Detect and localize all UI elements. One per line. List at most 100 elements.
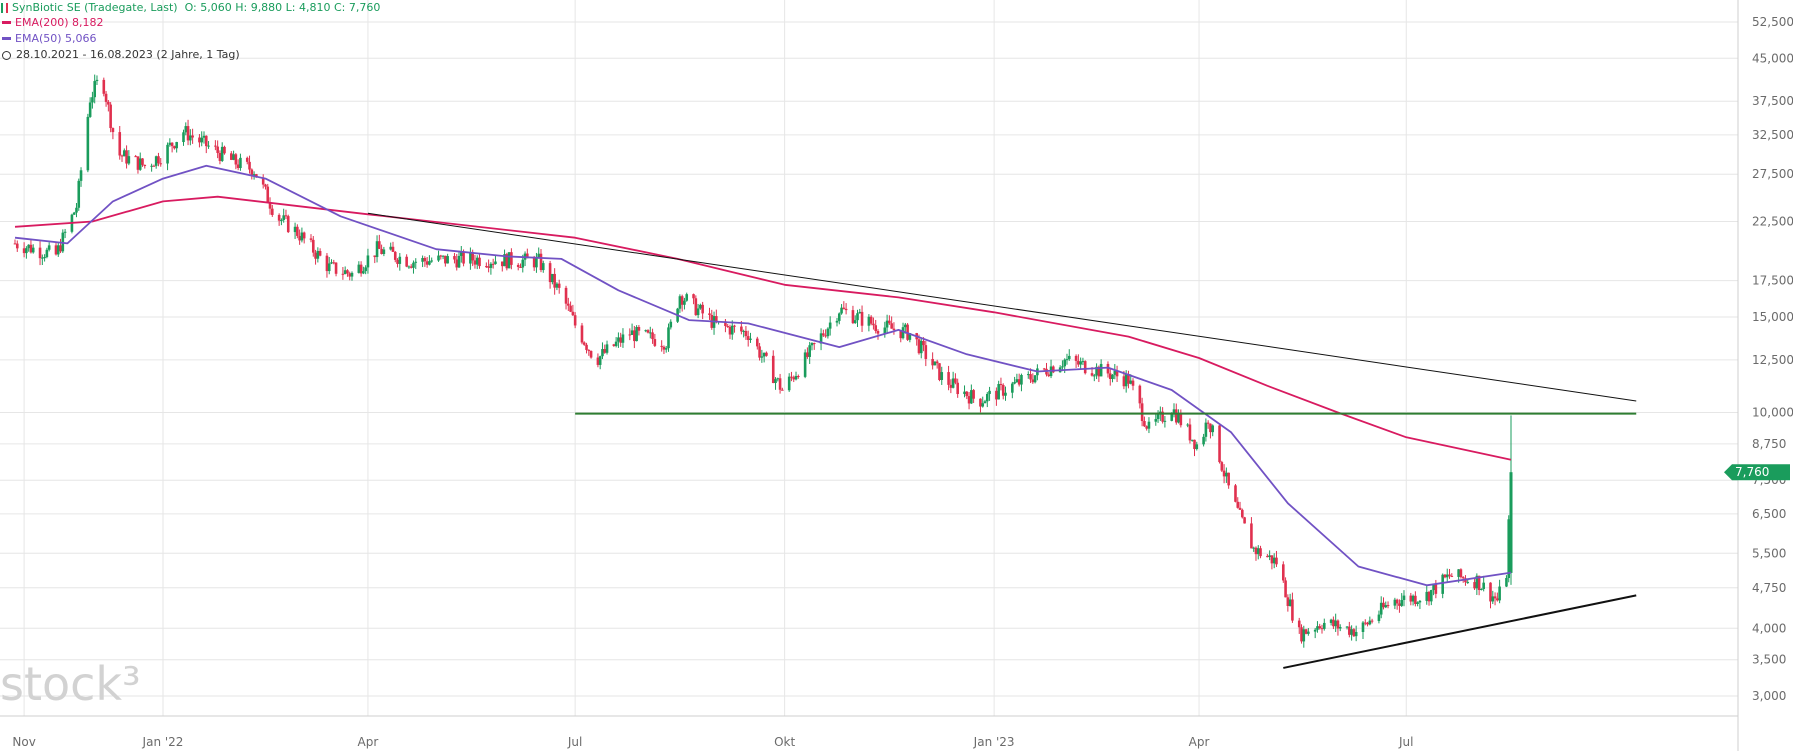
rising-support-trendline[interactable] (1283, 594, 1637, 669)
candle-body (348, 273, 352, 277)
candle-body (175, 142, 178, 149)
candle-body (917, 339, 921, 354)
candle-body (573, 315, 577, 326)
candle-body (109, 104, 112, 129)
candle-body (143, 164, 147, 167)
candle-body (1322, 622, 1326, 629)
candle-body (1220, 462, 1224, 471)
candle-body (1190, 439, 1194, 441)
candle-body (919, 340, 923, 354)
candle-body (441, 255, 445, 257)
candle-body (47, 245, 51, 250)
candle-body (1097, 366, 1101, 377)
candle-body (837, 313, 841, 321)
candle-body (1361, 622, 1365, 632)
candle-body (1172, 409, 1176, 415)
candle-body (635, 326, 638, 342)
candle-body (248, 161, 251, 170)
candle-body (1338, 626, 1342, 629)
candle-body (1291, 599, 1294, 621)
resistance-trendline[interactable] (367, 212, 1637, 402)
candle-body (765, 352, 768, 356)
candle-body (756, 338, 759, 347)
candle-body (774, 379, 777, 384)
candle-body (239, 157, 242, 169)
candle-body (662, 346, 666, 350)
candle-body (500, 261, 504, 267)
candle-body (587, 349, 591, 351)
candle-body (826, 328, 830, 337)
last-price-marker: 7,760 (1724, 464, 1790, 481)
candle-body (88, 102, 92, 117)
candle-body (478, 257, 481, 267)
candle-body (1377, 614, 1381, 622)
ema-lines (14, 164, 1512, 587)
candle-body (1236, 501, 1240, 508)
y-tick-label: 8,750 (1752, 437, 1786, 451)
candle-body (1272, 557, 1276, 564)
candle-body (1095, 366, 1098, 376)
candle-body (569, 305, 572, 312)
candle-body (701, 304, 704, 314)
candle-body (519, 266, 522, 268)
candle-body (1254, 547, 1258, 555)
candle-body (1432, 584, 1435, 591)
x-tick-label: Jan '22 (142, 735, 184, 749)
candle-body (553, 273, 556, 288)
candle-body (1379, 602, 1383, 615)
candle-body (1284, 580, 1287, 598)
candle-body (633, 330, 636, 342)
candle-body (72, 212, 76, 215)
x-tick-label: Jul (1398, 735, 1413, 749)
candle-body (120, 155, 124, 157)
candle-body (858, 311, 862, 314)
candle-body (1281, 564, 1285, 581)
candle-body (1143, 421, 1146, 427)
legend-ema50[interactable]: EMA(50) 5,066 (0, 32, 97, 46)
candle-body (298, 235, 301, 241)
candle-body (204, 135, 208, 147)
candle-body (152, 165, 156, 167)
candle-body (1065, 359, 1069, 361)
candle-body (1457, 569, 1460, 577)
candle-body (1202, 436, 1205, 445)
candle-body (947, 372, 950, 385)
candle-body (532, 258, 536, 268)
candle-body (1491, 596, 1495, 602)
candle-body (1106, 363, 1110, 374)
candle-body (1382, 602, 1385, 608)
candle-body (373, 255, 377, 258)
candle-body (988, 390, 991, 394)
candle-body (899, 330, 903, 339)
candle-body (391, 246, 395, 252)
candle-body (1170, 414, 1174, 421)
candle-body (724, 321, 727, 327)
candle-body (1493, 596, 1497, 599)
candle-body (27, 244, 30, 249)
candle-body (1122, 376, 1126, 387)
candle-body (890, 323, 893, 329)
candle-body (250, 169, 254, 177)
candle-body (216, 146, 219, 153)
candle-body (824, 335, 827, 337)
candle-body (760, 356, 764, 358)
x-tick-label: Jul (567, 735, 582, 749)
candle-body (967, 396, 971, 404)
candle-body (218, 152, 222, 161)
candle-body (54, 245, 58, 255)
candle-body (792, 377, 796, 380)
candle-body (1275, 557, 1278, 565)
candle-body (1031, 379, 1035, 383)
candle-body (25, 248, 28, 254)
candle-body (1409, 595, 1413, 602)
legend-ema200[interactable]: EMA(200) 8,182 (0, 16, 104, 30)
candle-body (170, 142, 174, 147)
candle-body (159, 163, 163, 165)
candle-body (790, 376, 793, 378)
candle-body (122, 150, 126, 157)
candle-body (972, 390, 975, 399)
candle-body (614, 341, 618, 346)
candle-body (125, 150, 128, 164)
candle-body (1154, 418, 1158, 422)
